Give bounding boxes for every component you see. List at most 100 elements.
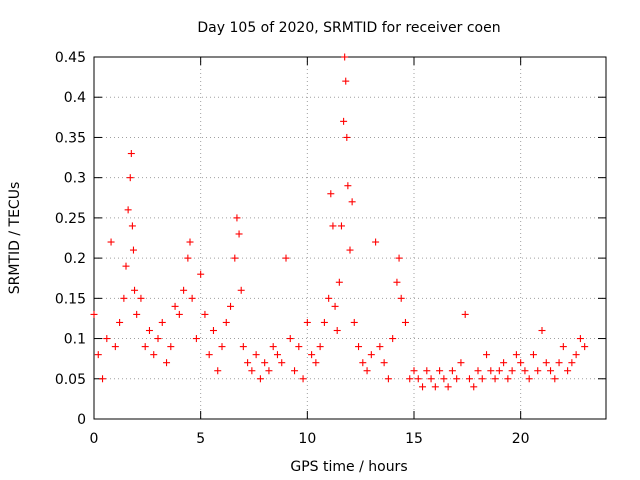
y-tick-label: 0.05 [55,372,86,388]
data-point [127,150,135,158]
y-tick-label: 0.1 [64,332,86,348]
y-tick-label: 0.25 [55,211,86,227]
data-point [555,359,563,367]
data-point [291,367,299,375]
data-point [542,359,550,367]
data-point [235,230,243,238]
data-point [122,262,130,270]
chart-title: Day 105 of 2020, SRMTID for receiver coe… [197,20,500,36]
data-point [491,375,499,383]
data-point [376,343,384,351]
data-point [581,343,589,351]
data-point [141,343,149,351]
data-point [278,359,286,367]
data-point [572,351,580,359]
x-tick-label: 10 [298,431,316,447]
data-point [286,335,294,343]
data-point [350,318,358,326]
data-point [188,294,196,302]
data-point [295,343,303,351]
data-point [337,222,345,230]
data-point [180,286,188,294]
data-point [359,359,367,367]
data-point [265,367,273,375]
y-tick-label: 0 [77,412,86,428]
data-point [90,310,98,318]
data-point [564,367,572,375]
data-point [126,174,134,182]
data-point [111,343,119,351]
data-point [303,318,311,326]
data-point [214,367,222,375]
x-tick-label: 20 [512,431,530,447]
plot-frame [93,56,607,420]
data-point [186,238,194,246]
data-point [256,375,264,383]
x-tick-label: 15 [405,431,423,447]
data-point [559,343,567,351]
data-point [261,359,269,367]
data-point [233,214,241,222]
data-point [282,254,290,262]
data-point [167,343,175,351]
data-point [427,375,435,383]
data-point [495,367,503,375]
y-tick-label: 0.45 [55,50,86,66]
x-axis-title: GPS time / hours [290,459,407,475]
data-point [227,302,235,310]
data-point [474,367,482,375]
data-point [103,335,111,343]
data-point [341,53,349,61]
data-point [483,351,491,359]
data-point [444,383,452,391]
data-point [384,375,392,383]
y-tick-label: 0.3 [64,171,86,187]
data-point [231,254,239,262]
data-point [344,182,352,190]
data-point [380,359,388,367]
data-point [512,351,520,359]
data-point [201,310,209,318]
data-point [410,367,418,375]
data-point [133,310,141,318]
data-point [461,310,469,318]
data-point [99,375,107,383]
data-point [419,383,427,391]
data-points [90,53,589,391]
data-point [197,270,205,278]
data-point [517,359,525,367]
x-tick-label: 5 [196,431,205,447]
data-point [525,375,533,383]
data-point [414,375,422,383]
data-point [333,327,341,335]
data-point [335,278,343,286]
data-point [128,222,136,230]
axes: 0 0.05 0.1 0.15 0.2 0.25 0.3 0.35 0.4 0.45 0 5 10 15 2… [55,50,607,447]
data-point [325,294,333,302]
data-point [465,375,473,383]
data-point [342,77,350,85]
data-point [576,335,584,343]
data-point [222,318,230,326]
data-point [299,375,307,383]
data-point [329,222,337,230]
data-point [131,286,139,294]
data-point [316,343,324,351]
data-point [457,359,465,367]
data-point [163,359,171,367]
data-point [171,302,179,310]
data-point [389,335,397,343]
y-tick-label: 0.2 [64,251,86,267]
data-point [192,335,200,343]
data-point [218,343,226,351]
data-point [184,254,192,262]
grid [94,57,606,419]
data-point [440,375,448,383]
data-point [124,206,132,214]
y-axis-title: SRMTID / TECUs [7,182,23,295]
data-point [269,343,277,351]
data-point [346,246,354,254]
data-point [436,367,444,375]
data-point [538,327,546,335]
data-point [448,367,456,375]
